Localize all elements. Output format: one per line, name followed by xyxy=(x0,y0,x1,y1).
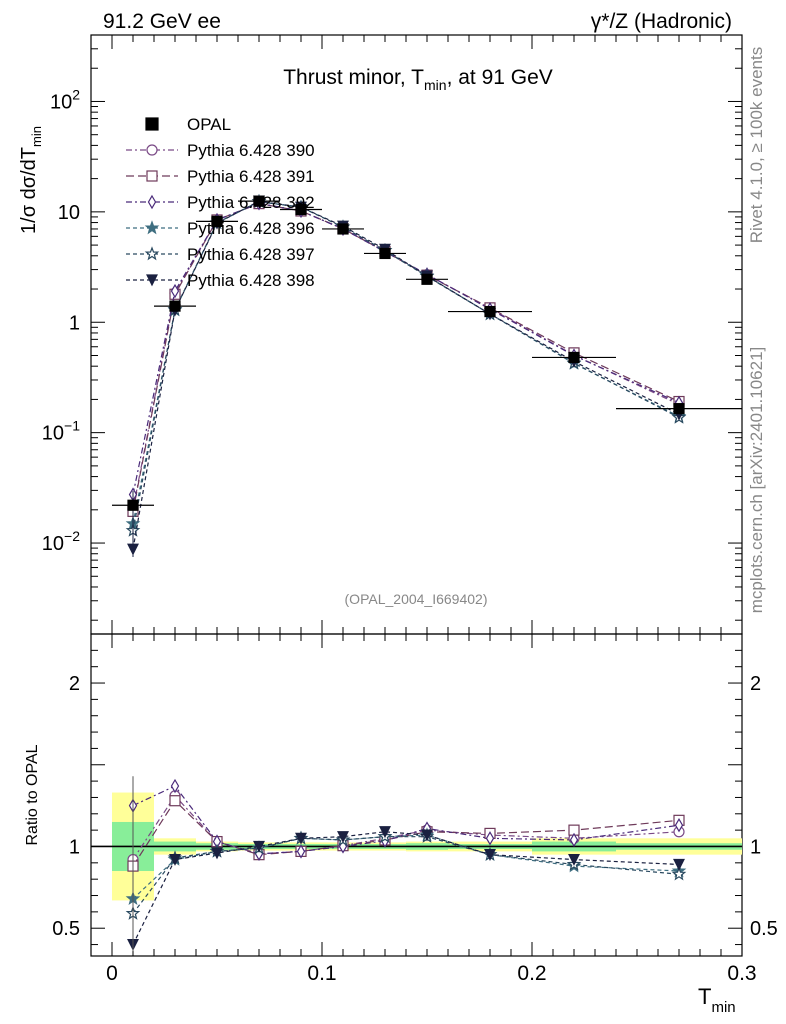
data-point-3 xyxy=(253,195,265,207)
ratio-point-5-1 xyxy=(169,853,181,866)
ratio-point-1-1 xyxy=(169,795,181,807)
x-tick-label-2: 0.2 xyxy=(517,962,546,985)
chart-title: Thrust minor, Tmin, at 91 GeV xyxy=(283,66,553,93)
ratio-point-2-1 xyxy=(170,778,180,794)
data-point-6 xyxy=(379,247,391,260)
y-tick-label-2: 1 xyxy=(69,312,80,334)
ratio-point-5-5 xyxy=(337,831,349,844)
y-tick-label-3: 10 xyxy=(58,202,80,224)
ratio-tick-label-left-1: 1 xyxy=(69,836,80,858)
ratio-point-2-4 xyxy=(296,844,306,859)
ratio-uncertainty-bands xyxy=(91,792,742,901)
x-tick-label-1: 0.1 xyxy=(307,962,336,985)
y-tick-label-1: 10−1 xyxy=(42,418,80,445)
ratio-tick-label-right-1: 1 xyxy=(750,836,761,858)
ratio-y-axis-label: Ratio to OPAL xyxy=(24,744,41,845)
ratio-line-5 xyxy=(132,831,680,945)
legend-marker-0 xyxy=(145,117,159,131)
legend-label-0: OPAL xyxy=(187,115,231,134)
data-point-1 xyxy=(169,300,181,312)
legend-marker-5 xyxy=(144,246,160,261)
ratio-tick-label-left-2: 2 xyxy=(69,673,80,695)
legend-label-2: Pythia 6.428 391 xyxy=(187,167,315,186)
ratio-point-5-9 xyxy=(568,853,580,866)
legend-label-4: Pythia 6.428 396 xyxy=(187,219,315,238)
rivet-version-label: Rivet 4.1.0, ≥ 100k events xyxy=(747,47,766,243)
data-point-0 xyxy=(127,499,139,511)
y-tick-label-0: 10−2 xyxy=(42,528,80,555)
ratio-point-4-10 xyxy=(671,866,687,881)
data-point-8 xyxy=(484,305,496,318)
data-point-9 xyxy=(568,351,580,364)
ratio-point-5-10 xyxy=(673,858,685,871)
data-point-10 xyxy=(673,403,685,415)
ratio-point-5-8 xyxy=(484,849,496,862)
mc-point-2-1 xyxy=(170,283,180,299)
ratio-point-5-3 xyxy=(253,840,265,853)
data-point-5 xyxy=(337,223,349,235)
ratio-point-5-2 xyxy=(211,847,223,860)
legend-marker-2 xyxy=(146,170,158,182)
ratio-point-5-7 xyxy=(421,829,433,842)
legend-label-1: Pythia 6.428 390 xyxy=(187,141,315,160)
y-axis-label: 1/σ dσ/dTmin xyxy=(18,126,44,234)
ratio-point-2-9 xyxy=(569,832,579,848)
legend-marker-1 xyxy=(146,144,158,156)
main-panel-series xyxy=(112,193,742,557)
data-point-7 xyxy=(421,273,433,285)
ratio-tick-label-left-0: 0.5 xyxy=(52,918,80,940)
data-point-4 xyxy=(295,203,307,216)
legend-marker-3 xyxy=(147,194,157,210)
data-point-2 xyxy=(211,215,223,227)
legend: OPAL Pythia 6.428 390 Pythia 6.428 391 Pyth… xyxy=(126,115,315,290)
legend-marker-4 xyxy=(144,220,160,235)
ratio-tick-label-right-0: 0.5 xyxy=(750,918,778,940)
ratio-tick-label-right-2: 2 xyxy=(750,673,761,695)
legend-label-3: Pythia 6.428 392 xyxy=(187,193,315,212)
ratio-point-5-6 xyxy=(379,826,391,839)
ratio-panel-frame xyxy=(90,633,743,957)
ratio-point-5-4 xyxy=(295,832,307,845)
x-tick-label-3: 0.3 xyxy=(727,962,756,985)
legend-marker-6 xyxy=(146,274,158,287)
legend-label-5: Pythia 6.428 397 xyxy=(187,245,315,264)
header-right: γ*/Z (Hadronic) xyxy=(591,10,732,33)
ratio-line-2 xyxy=(132,785,680,855)
ratio-line-1 xyxy=(132,799,680,867)
axis-ticks: 0 0.1 0.2 0.3 10−2 10−1 1 10 102 0.5 0.5 1 1 2 2 xyxy=(42,34,778,985)
x-tick-label-0: 0 xyxy=(106,962,118,985)
mcplots-source-label: mcplots.cern.ch [arXiv:2401.10621] xyxy=(747,347,766,613)
analysis-id: (OPAL_2004_I669402) xyxy=(345,591,488,607)
ratio-point-2-8 xyxy=(485,831,495,846)
x-axis-label: Tmin xyxy=(698,984,736,1016)
legend-label-6: Pythia 6.428 398 xyxy=(187,271,315,290)
ratio-panel-series xyxy=(125,776,687,952)
header-left: 91.2 GeV ee xyxy=(103,10,221,33)
y-tick-label-4: 102 xyxy=(50,86,80,113)
ratio-point-2-10 xyxy=(674,818,684,833)
